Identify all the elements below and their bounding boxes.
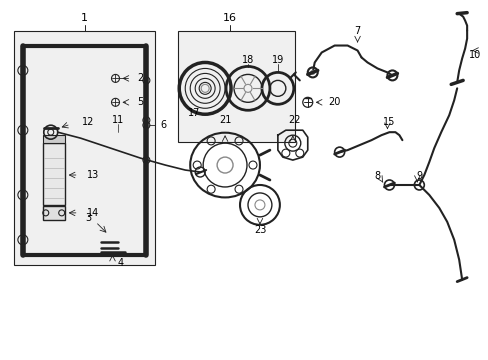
- Text: 7: 7: [354, 26, 360, 36]
- Text: 21: 21: [219, 115, 231, 125]
- Text: 18: 18: [242, 55, 254, 66]
- Text: 2: 2: [137, 73, 143, 84]
- Text: 17: 17: [187, 108, 200, 118]
- Text: 23: 23: [253, 225, 265, 235]
- Text: 11: 11: [112, 115, 124, 125]
- Text: 5: 5: [137, 97, 143, 107]
- Bar: [42, 143, 64, 205]
- Text: 20: 20: [328, 97, 340, 107]
- Text: 3: 3: [85, 213, 91, 223]
- Bar: [178, 31, 294, 142]
- Text: 8: 8: [374, 171, 380, 181]
- Text: 9: 9: [415, 171, 422, 181]
- Text: 6: 6: [160, 120, 166, 130]
- Text: 19: 19: [271, 55, 284, 66]
- Text: 16: 16: [223, 13, 237, 23]
- Text: 12: 12: [82, 117, 95, 127]
- Text: 10: 10: [468, 50, 480, 60]
- Bar: [42, 206, 64, 220]
- Text: 14: 14: [86, 208, 99, 218]
- Bar: [14, 31, 155, 265]
- Text: 22: 22: [288, 115, 301, 125]
- Bar: [42, 135, 64, 143]
- Text: 15: 15: [383, 117, 395, 127]
- Text: 13: 13: [86, 170, 99, 180]
- Text: 1: 1: [81, 13, 88, 23]
- Text: 4: 4: [117, 258, 123, 268]
